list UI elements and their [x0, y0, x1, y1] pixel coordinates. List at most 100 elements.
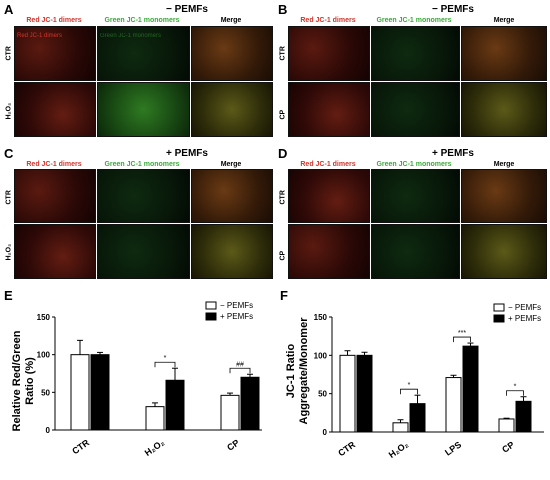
f-bar-h2o2-plus: [409, 403, 426, 433]
panel-b-cp-green-image: [371, 82, 460, 137]
panel-a-ctr-green-image: Green JC-1 monomers: [97, 26, 190, 81]
panel-d-condition: + PEMFs: [432, 148, 474, 159]
chart-f-ylabel-line-1: JC-1 Ratio: [285, 344, 297, 399]
panel-a-ctr-red-image: Red JC-1 dimers: [14, 26, 96, 81]
chart-f: JC-1 Ratio Aggregate/Monomer 0 50 100 150 *…: [285, 303, 544, 460]
e-significance-bracket: [154, 361, 176, 368]
overlay-text-green: Green JC-1 monomers: [100, 33, 162, 39]
chart-e-legend-swatch-plus: [205, 312, 217, 321]
panel-d-row-1-label: CTR: [279, 190, 287, 205]
f-bar-cp-minus: [498, 418, 515, 433]
e-ytick-label: 100: [37, 351, 51, 360]
panel-b-ctr-merge-image: [461, 26, 547, 81]
panel-d-ctr-red-image: [288, 169, 370, 223]
panel-a-col-red-label: Red JC-1 dimers: [26, 17, 82, 24]
panel-a-h2o2-merge-image: [191, 82, 273, 137]
e-ytick-label: 50: [41, 388, 50, 397]
panel-c-ctr-red-image: [14, 169, 96, 223]
e-bar-h2o2-minus: [145, 406, 165, 431]
panel-letter-d: D: [278, 146, 288, 161]
f-significance-mark: *: [514, 384, 517, 391]
chart-e-legend: − PEMFs + PEMFs: [205, 301, 253, 321]
panel-c-ctr-merge-image: [191, 169, 273, 223]
e-significance-mark: *: [164, 355, 167, 362]
f-bar-ctr-plus: [356, 354, 373, 433]
chart-f-ylabel-line-2: Aggregate/Monomer: [298, 317, 310, 425]
chart-e-legend-label-minus: − PEMFs: [220, 301, 253, 310]
f-xtick-label: CTR: [336, 439, 357, 458]
panel-d-cp-red-image: [288, 224, 370, 279]
panel-c-h2o2-merge-image: [191, 224, 273, 279]
chart-f-legend-swatch-minus: [493, 303, 505, 312]
e-bar-cp-plus: [240, 376, 260, 431]
panel-b-col-green-label: Green JC-1 monomers: [376, 17, 452, 24]
panel-letter-f: F: [280, 288, 288, 303]
e-bar-h2o2-plus: [165, 379, 185, 431]
f-xtick-label: CP: [500, 439, 516, 454]
panel-a-condition: − PEMFs: [166, 4, 208, 15]
f-bar-lps-plus: [462, 345, 479, 433]
f-ytick-label: 100: [314, 351, 328, 360]
f-significance-mark: *: [408, 382, 411, 389]
panel-a-row-2-label: H₂O₂: [5, 102, 13, 120]
f-bar-lps-minus: [445, 377, 462, 433]
panel-c-col-red-label: Red JC-1 dimers: [26, 161, 82, 168]
panel-letter-e: E: [4, 288, 13, 303]
panel-b-row-2-label: CP: [279, 109, 287, 120]
panel-d-ctr-green-image: [371, 169, 460, 223]
panel-a-ctr-merge-image: [191, 26, 273, 81]
chart-e: Relative Red/Green Ratio (%) 0 50 100 150 *…: [11, 301, 262, 458]
chart-f-legend-label-minus: − PEMFs: [508, 303, 541, 312]
panel-b-col-merge-label: Merge: [493, 17, 515, 24]
e-xtick-label: CP: [225, 437, 241, 452]
panel-a-h2o2-green-image: [97, 82, 190, 137]
panel-a-col-merge-label: Merge: [220, 17, 242, 24]
panel-a-h2o2-red-image: [14, 82, 96, 137]
e-bar-cp-minus: [220, 394, 240, 431]
chart-f-legend: − PEMFs + PEMFs: [493, 303, 541, 323]
panel-c-col-green-label: Green JC-1 monomers: [104, 161, 180, 168]
f-significance-bracket: [506, 390, 524, 396]
panel-c-condition: + PEMFs: [166, 148, 208, 159]
e-xtick-label: CTR: [70, 437, 91, 456]
panel-a-col-green-label: Green JC-1 monomers: [104, 17, 180, 24]
panel-d-cp-green-image: [371, 224, 460, 279]
chart-e-ylabel-line-1: Relative Red/Green: [11, 330, 23, 431]
chart-e-ylabel-line-2: Ratio (%): [24, 357, 36, 405]
panel-b-condition: − PEMFs: [432, 4, 474, 15]
panel-a-row-1-label: CTR: [5, 46, 13, 61]
panel-b-cp-merge-image: [461, 82, 547, 137]
f-xtick-label: LPS: [443, 439, 463, 457]
panel-c-row-1-label: CTR: [5, 190, 13, 205]
panel-c-row-2-label: H₂O₂: [5, 243, 13, 261]
f-significance-bracket: [400, 388, 418, 395]
e-bar-ctr-minus: [70, 354, 90, 431]
f-bar-ctr-minus: [339, 354, 356, 433]
chart-e-legend-swatch-minus: [205, 301, 217, 310]
panel-letter-b: B: [278, 2, 288, 17]
panel-c-col-merge-label: Merge: [220, 161, 242, 168]
f-bar-h2o2-minus: [392, 422, 409, 433]
f-significance-bracket: [453, 336, 471, 343]
panel-d-col-green-label: Green JC-1 monomers: [376, 161, 452, 168]
e-xtick-label: H₂O₂: [143, 437, 166, 458]
panel-d-row-2-label: CP: [279, 250, 287, 261]
chart-f-legend-label-plus: + PEMFs: [508, 314, 541, 323]
panel-b-ctr-red-image: [288, 26, 370, 81]
e-significance-mark: ##: [236, 361, 244, 368]
chart-e-legend-label-plus: + PEMFs: [220, 312, 253, 321]
f-ytick-label: 0: [323, 428, 328, 437]
panel-b-col-red-label: Red JC-1 dimers: [300, 17, 356, 24]
e-significance-bracket: [229, 367, 251, 374]
panel-c-h2o2-red-image: [14, 224, 96, 279]
panel-b-cp-red-image: [288, 82, 370, 137]
f-bar-cp-plus: [515, 400, 532, 433]
panel-c-ctr-green-image: [97, 169, 190, 223]
f-ytick-label: 150: [314, 313, 328, 322]
panel-letter-c: C: [4, 146, 14, 161]
panel-d-ctr-merge-image: [461, 169, 547, 223]
overlay-text-red: Red JC-1 dimers: [17, 33, 63, 39]
e-bar-ctr-plus: [90, 354, 110, 431]
chart-f-legend-swatch-plus: [493, 314, 505, 323]
panel-b-ctr-green-image: [371, 26, 460, 81]
